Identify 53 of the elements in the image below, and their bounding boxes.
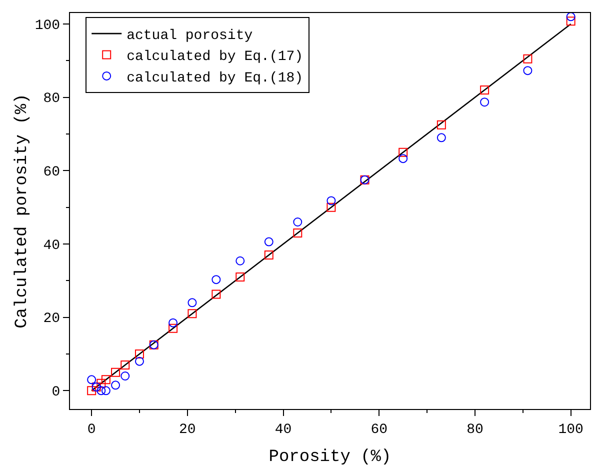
point <box>264 250 274 260</box>
y-tick-label: 60 <box>43 164 60 181</box>
point <box>87 375 96 384</box>
legend-label: actual porosity <box>126 28 253 44</box>
point <box>212 275 221 284</box>
point <box>436 120 446 130</box>
point <box>293 218 302 226</box>
point <box>101 375 110 384</box>
point <box>523 54 532 64</box>
x-tick-label: 40 <box>274 422 292 438</box>
x-tick-label: 60 <box>370 422 388 438</box>
point <box>293 228 302 238</box>
legend-label: calculated by Eq.(18) <box>126 70 304 86</box>
point <box>120 372 130 380</box>
y-axis-title: Calculated porosity (%) <box>12 94 32 328</box>
point <box>134 356 144 366</box>
y-tick-label: 0 <box>52 384 60 401</box>
point <box>188 298 197 308</box>
y-tick-label: 100 <box>34 18 60 34</box>
point <box>436 133 446 142</box>
point <box>111 368 120 377</box>
point <box>96 378 106 388</box>
point <box>120 360 130 370</box>
point <box>188 309 197 318</box>
point <box>236 256 245 266</box>
x-axis-title: Porosity (%) <box>268 448 392 467</box>
point <box>212 290 221 299</box>
point <box>111 380 120 390</box>
point <box>264 237 274 246</box>
point <box>566 12 576 22</box>
point <box>523 66 532 76</box>
point <box>326 196 336 206</box>
point <box>480 98 490 107</box>
y-tick-label: 80 <box>43 91 60 108</box>
x-tick-label: 80 <box>466 422 484 438</box>
point <box>134 350 144 358</box>
point <box>236 272 245 282</box>
point <box>326 202 336 212</box>
point <box>168 318 178 328</box>
point <box>96 386 106 396</box>
x-tick-label: 20 <box>179 422 196 438</box>
point <box>87 386 96 396</box>
point <box>101 386 110 396</box>
legend-label: calculated by Eq.(17) <box>126 49 304 66</box>
x-tick-label: 0 <box>87 422 96 438</box>
y-tick-label: 40 <box>43 238 60 254</box>
point <box>168 324 178 333</box>
point <box>398 154 408 164</box>
x-tick-label: 100 <box>558 422 584 438</box>
point <box>398 148 408 157</box>
point <box>566 16 576 26</box>
y-tick-label: 20 <box>43 311 60 328</box>
point <box>480 86 490 94</box>
